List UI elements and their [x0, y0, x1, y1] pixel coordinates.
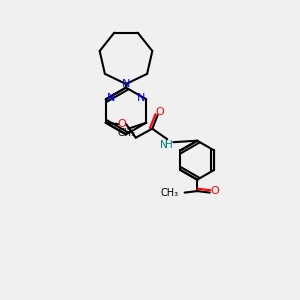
Text: N: N [137, 93, 145, 103]
Text: CH₃: CH₃ [160, 188, 178, 198]
Text: O: O [210, 185, 219, 196]
Text: N: N [160, 140, 168, 150]
Text: O: O [118, 119, 127, 129]
Text: N: N [122, 79, 130, 89]
Text: CH₃: CH₃ [118, 128, 136, 138]
Text: O: O [155, 107, 164, 117]
Text: N: N [107, 93, 115, 103]
Text: H: H [165, 140, 172, 150]
